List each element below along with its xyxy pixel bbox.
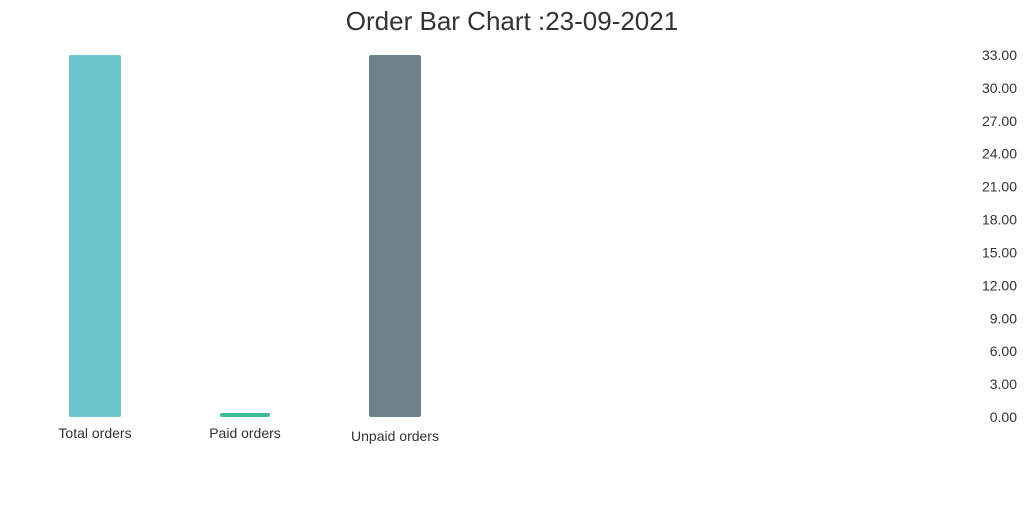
y-tick-label: 6.00 [990, 343, 1017, 359]
y-tick-label: 24.00 [982, 146, 1017, 162]
y-tick-label: 21.00 [982, 179, 1017, 195]
bar-unpaid-orders[interactable] [369, 55, 421, 417]
chart-title: Order Bar Chart :23-09-2021 [346, 6, 678, 36]
y-tick-label: 33.00 [982, 47, 1017, 63]
x-tick-label: Paid orders [209, 425, 281, 441]
y-tick-label: 0.00 [990, 409, 1017, 425]
y-tick-label: 9.00 [990, 310, 1017, 326]
bar-series [69, 55, 421, 417]
bar-total-orders[interactable] [69, 55, 121, 417]
bar-paid-orders[interactable] [220, 413, 270, 417]
y-tick-label: 18.00 [982, 212, 1017, 228]
x-tick-label: Unpaid orders [351, 428, 439, 444]
y-axis: 0.00 3.00 6.00 9.00 12.00 15.00 18.00 21.00 24.0… [982, 47, 1017, 425]
y-tick-label: 30.00 [982, 80, 1017, 96]
y-tick-label: 3.00 [990, 376, 1017, 392]
y-tick-label: 12.00 [982, 277, 1017, 293]
y-tick-label: 27.00 [982, 113, 1017, 129]
y-tick-label: 15.00 [982, 244, 1017, 260]
x-tick-label: Total orders [58, 425, 131, 441]
x-axis-labels: Total orders Paid orders Unpaid orders [58, 425, 439, 444]
